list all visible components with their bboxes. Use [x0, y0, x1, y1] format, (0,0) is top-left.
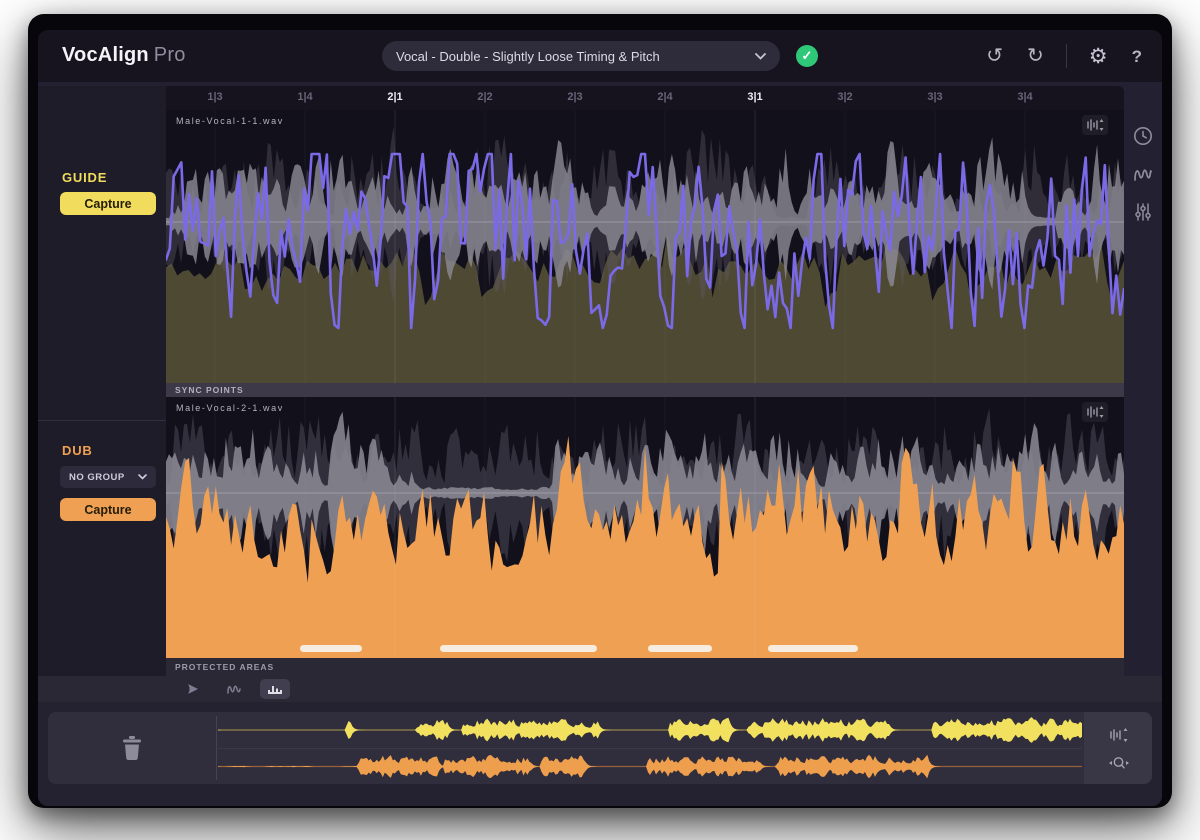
pointer-tool-button[interactable] — [178, 679, 208, 699]
ruler-tick: 3|2 — [821, 91, 869, 103]
sync-points-label: SYNC POINTS — [175, 385, 244, 395]
ruler-tick: 2|3 — [551, 91, 599, 103]
energy-bars-icon — [267, 683, 283, 695]
redo-button[interactable]: ↻ — [1025, 44, 1046, 68]
dub-waveform[interactable] — [166, 397, 1124, 658]
dub-section-label: DUB — [62, 443, 93, 458]
ruler-tick: 1|3 — [191, 91, 239, 103]
energy-tool-button[interactable] — [260, 679, 290, 699]
settings-button[interactable]: ⚙ — [1087, 44, 1110, 69]
guide-section-label: GUIDE — [62, 170, 107, 185]
protected-areas-label: PROTECTED AREAS — [175, 662, 274, 672]
trash-icon — [119, 734, 145, 762]
dub-group-dropdown[interactable]: NO GROUP — [60, 466, 156, 488]
dub-overview-strip[interactable] — [218, 749, 1082, 785]
sidebar: GUIDE Capture DUB NO GROUP Capture — [38, 86, 166, 676]
protected-areas-bar[interactable]: PROTECTED AREAS — [166, 658, 1124, 676]
vocalign-app: VocAlignPro Vocal - Double - Slightly Lo… — [38, 30, 1162, 806]
delete-capture-button[interactable] — [48, 712, 216, 784]
topbar-actions: ↺ ↻ ⚙ ? — [984, 30, 1144, 82]
preset-status-check-icon: ✓ — [796, 45, 818, 67]
plugin-window: VocAlignPro Vocal - Double - Slightly Lo… — [28, 14, 1172, 808]
magnifier-horizontal-zoom-icon — [1108, 755, 1130, 771]
pitch-wave-button[interactable] — [1131, 162, 1155, 186]
timing-clock-button[interactable] — [1131, 124, 1155, 148]
ruler-tick: 2|4 — [641, 91, 689, 103]
app-title-suffix: Pro — [154, 44, 186, 66]
ruler-tick: 2|1 — [371, 91, 419, 103]
ruler-tick: 3|4 — [1001, 91, 1049, 103]
preset-value: Vocal - Double - Slightly Loose Timing &… — [396, 49, 660, 64]
settings-faders-button[interactable] — [1131, 200, 1155, 224]
footer — [38, 702, 1162, 806]
guide-waveform-panel[interactable]: Male-Vocal-1-1.wav — [166, 110, 1124, 383]
sidebar-divider — [38, 420, 166, 421]
waveform-vertical-zoom-icon — [1086, 118, 1104, 132]
overview-divider — [216, 716, 217, 780]
app-logo: VocAlignPro — [62, 44, 186, 67]
timeline-ruler[interactable]: 1|3 1|4 2|1 2|2 2|3 2|4 3|1 3|2 3|3 3|4 — [166, 86, 1124, 110]
ruler-tick: 3|3 — [911, 91, 959, 103]
guide-file-label: Male-Vocal-1-1.wav — [176, 116, 284, 126]
ruler-tick: 2|2 — [461, 91, 509, 103]
undo-button[interactable]: ↺ — [984, 44, 1005, 68]
overview-panel — [48, 712, 1152, 784]
waveform-vertical-zoom-icon — [1109, 727, 1129, 743]
pitch-tool-button[interactable] — [219, 679, 249, 699]
waveform-vertical-zoom-icon — [1086, 405, 1104, 419]
topbar-divider — [1066, 44, 1067, 68]
overview-zoom-controls — [1084, 712, 1152, 784]
dub-lane-zoom-button[interactable] — [1082, 402, 1108, 422]
pitch-wave-icon — [1132, 163, 1154, 185]
pitch-wave-icon — [226, 682, 242, 696]
guide-overview-strip[interactable] — [218, 712, 1082, 748]
ruler-tick: 3|1 — [731, 91, 779, 103]
faders-icon — [1132, 201, 1154, 223]
guide-waveform[interactable] — [166, 110, 1124, 383]
top-bar: VocAlignPro Vocal - Double - Slightly Lo… — [38, 30, 1162, 82]
pointer-arrow-icon — [186, 682, 200, 696]
guide-lane-zoom-button[interactable] — [1082, 115, 1108, 135]
app-title: VocAlign — [62, 44, 149, 66]
dub-capture-button[interactable]: Capture — [60, 498, 156, 521]
chevron-down-icon — [138, 474, 147, 480]
right-tool-strip — [1124, 86, 1162, 676]
dub-waveform-panel[interactable]: Male-Vocal-2-1.wav — [166, 397, 1124, 658]
guide-capture-button[interactable]: Capture — [60, 192, 156, 215]
sync-points-bar[interactable]: SYNC POINTS — [166, 383, 1124, 397]
preset-dropdown[interactable]: Vocal - Double - Slightly Loose Timing &… — [382, 41, 780, 71]
edit-tools-row — [38, 676, 1162, 702]
ruler-tick: 1|4 — [281, 91, 329, 103]
dub-group-value: NO GROUP — [69, 472, 125, 483]
chevron-down-icon — [755, 53, 766, 60]
vertical-zoom-button[interactable] — [1106, 724, 1132, 746]
clock-icon — [1132, 125, 1154, 147]
overview-strips — [218, 712, 1082, 784]
horizontal-zoom-button[interactable] — [1106, 752, 1132, 774]
dub-file-label: Male-Vocal-2-1.wav — [176, 403, 284, 413]
help-button[interactable]: ? — [1130, 46, 1144, 67]
